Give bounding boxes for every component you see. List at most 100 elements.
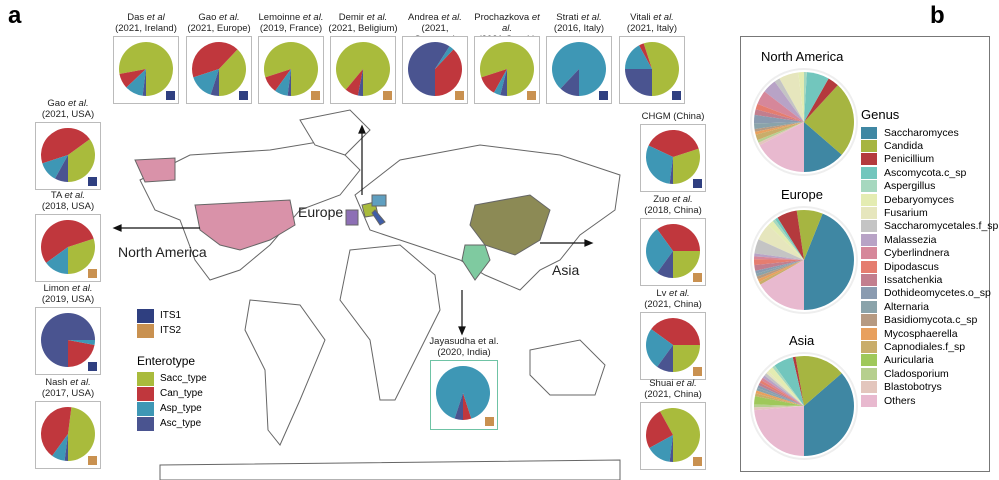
pie-nash-slice-3 [64, 434, 68, 461]
genus-pie-1-slice-9 [754, 256, 804, 260]
genus-legend-item: Saccharomycetales.f_sp [861, 220, 998, 233]
sacc-swatch [137, 371, 154, 386]
genus-pie-1-slice-10 [754, 259, 804, 266]
study-box-lv [640, 312, 706, 380]
genus-pie-2-slice-4 [772, 365, 804, 406]
genus-pie-1-slice-20 [760, 260, 804, 310]
enterotype-pie-vitali [625, 41, 679, 96]
genus-label: Fusarium [884, 207, 928, 220]
study-etal: et al [146, 12, 165, 23]
genus-pie-1-slice-16 [759, 260, 804, 285]
pie-zuo-slice-0 [673, 251, 700, 278]
genus-pie-2-slice-16 [754, 393, 804, 406]
genus-label: Aspergillus [884, 180, 936, 193]
pie-das-slice-1 [119, 69, 146, 88]
enterotype-pie-jayasudha [436, 366, 490, 420]
study-etal: et al. [70, 377, 91, 388]
pie-gao-eu-slice-2 [193, 69, 219, 95]
pie-jayasudha-slice-3 [454, 393, 463, 420]
genus-legend-title: Genus [861, 107, 900, 122]
study-author: Gao [198, 12, 217, 23]
study-info: (2018, USA) [41, 201, 95, 212]
genus-legend-item: Aspergillus [861, 180, 998, 193]
study-box-lemoinne [258, 36, 324, 104]
study-etal: et al. [441, 12, 462, 23]
genus-legend-item: Cladosporium [861, 367, 998, 380]
enterotype-pie-demir [336, 41, 390, 96]
genus-label: Capnodiales.f_sp [884, 340, 966, 353]
pie-das-slice-3 [142, 69, 146, 96]
study-label-gao-eu: Gao et al. (2021, Europe) [184, 12, 254, 34]
genus-label: Basidiomycota.c_sp [884, 314, 978, 327]
pie-lv-slice-3 [657, 345, 673, 372]
pie-shuai-slice-0 [659, 408, 700, 462]
genus-label: Mycosphaerella [884, 327, 958, 340]
genus-pie-0-slice-5 [798, 72, 804, 122]
genus-pie-0-slice-4 [804, 72, 807, 122]
study-author: Jayasudha et al. [429, 336, 499, 347]
genus-swatch [861, 327, 877, 340]
study-box-strati [546, 36, 612, 104]
genus-label: Cyberlindnera [884, 247, 950, 260]
pie-zuo-slice-3 [657, 251, 673, 278]
pie-shuai-slice-1 [646, 411, 673, 449]
map-south-america [244, 299, 326, 446]
map-australia [529, 339, 606, 396]
its-region-marker [311, 91, 320, 100]
genus-pie-title: North America [761, 49, 844, 64]
its-region-marker [672, 91, 681, 100]
study-info: (2021, China) [644, 389, 702, 400]
its1-label: ITS1 [160, 310, 182, 321]
genus-pie-2-slice-0 [804, 373, 854, 456]
genus-pie-0-slice-8 [764, 81, 804, 122]
its1-swatch [137, 308, 154, 323]
genus-legend-item: Ascomycota.c_sp [861, 166, 998, 179]
study-label-gao-usa: Gao et al. (2021, USA) [33, 98, 103, 120]
asp-swatch [137, 401, 154, 416]
pie-zuo-slice-2 [646, 229, 673, 273]
genus-pie-0-slice-0 [804, 122, 842, 172]
study-info: (2021, Europe) [187, 23, 251, 34]
genus-legend-item: Mycosphaerella [861, 327, 998, 340]
genus-pie-2-slice-9 [761, 377, 804, 406]
genus-label: Others [884, 394, 916, 407]
genus-label: Dipodascus [884, 260, 939, 273]
study-label-vitali: Vitali et al. (2021, Italy) [617, 12, 687, 34]
its2-label: ITS2 [160, 325, 182, 336]
genus-swatch [861, 354, 877, 367]
study-author: Shuai [649, 378, 674, 389]
pie-lv-slice-0 [673, 345, 700, 372]
genus-pie-0-slice-16 [755, 122, 804, 141]
map-india [461, 244, 491, 281]
genus-legend-item: Fusarium [861, 206, 998, 220]
genus-legend-item: Dothideomycetes.o_sp [861, 287, 998, 300]
its-region-marker [166, 91, 175, 100]
genus-pie-2-slice-18 [754, 404, 804, 408]
study-box-vitali [619, 36, 685, 104]
genus-legend-item: Cyberlindnera [861, 247, 998, 260]
pie-gao-eu-slice-0 [219, 49, 246, 96]
pie-demir-slice-0 [336, 41, 390, 96]
its-region-marker [693, 179, 702, 188]
genus-swatch [861, 193, 877, 206]
genus-label: Ascomycota.c_sp [884, 166, 967, 179]
genus-panel: North America Europe Asia Genus Saccharomy… [740, 36, 998, 472]
genus-swatch [861, 260, 877, 273]
genus-pie-2-slice-1 [795, 356, 842, 406]
genus-pie-2-slice-8 [762, 375, 804, 406]
pie-andrea-slice-3 [408, 42, 450, 96]
genus-pie-0 [750, 68, 858, 176]
study-box-nash [35, 401, 101, 469]
genus-pie-2-slice-11 [758, 382, 804, 406]
study-etal: et al. [653, 12, 674, 23]
genus-label: Malassezia [884, 233, 937, 246]
pie-shuai-slice-3 [669, 435, 673, 462]
its-region-marker [88, 177, 97, 186]
genus-legend-item: Capnodiales.f_sp [861, 340, 998, 353]
genus-label: Cladosporium [884, 367, 949, 380]
genus-pie-2-slice-17 [754, 396, 804, 406]
genus-pie-2-slice-10 [759, 380, 804, 406]
genus-pie-2-slice-7 [764, 373, 804, 406]
study-author: Vitali [630, 12, 651, 23]
pie-das-slice-2 [126, 69, 146, 96]
